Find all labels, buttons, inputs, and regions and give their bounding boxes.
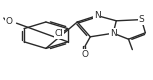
Text: O: O <box>6 17 13 26</box>
Text: N: N <box>94 11 101 20</box>
Text: O: O <box>81 50 88 59</box>
Text: N: N <box>110 29 117 38</box>
Text: Cl: Cl <box>55 29 64 38</box>
Text: S: S <box>139 15 144 24</box>
